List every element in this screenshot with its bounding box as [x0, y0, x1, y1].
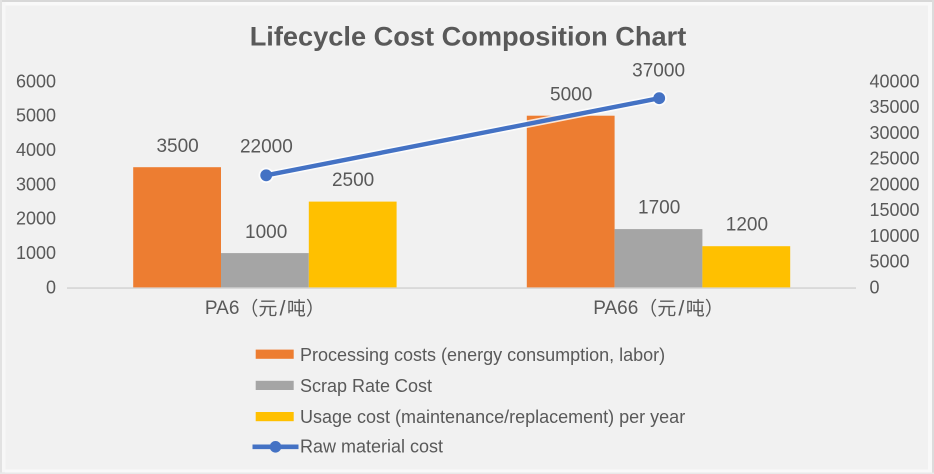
svg-text:6000: 6000: [16, 71, 56, 91]
svg-text:/: /: [678, 296, 684, 320]
svg-text:3500: 3500: [156, 136, 198, 157]
svg-text:15000: 15000: [870, 200, 920, 220]
svg-text:10000: 10000: [870, 226, 920, 246]
svg-text:40000: 40000: [870, 71, 920, 91]
svg-text:PA66: PA66: [593, 298, 638, 319]
svg-text:37000: 37000: [632, 61, 685, 82]
svg-text:30000: 30000: [870, 123, 920, 143]
svg-text:3000: 3000: [16, 174, 56, 194]
svg-text:5000: 5000: [870, 252, 910, 272]
svg-text:1700: 1700: [638, 197, 680, 218]
svg-text:Scrap Rate Cost: Scrap Rate Cost: [300, 376, 432, 396]
svg-text:2500: 2500: [332, 170, 374, 191]
svg-text:1200: 1200: [726, 215, 768, 236]
svg-text:4000: 4000: [16, 140, 56, 160]
svg-text:1000: 1000: [245, 222, 287, 243]
svg-text:35000: 35000: [870, 97, 920, 117]
svg-text:25000: 25000: [870, 149, 920, 169]
svg-text:0: 0: [46, 277, 56, 297]
svg-text:Lifecycle Cost Composition Cha: Lifecycle Cost Composition Chart: [250, 21, 687, 52]
svg-text:20000: 20000: [870, 174, 920, 194]
svg-text:PA6: PA6: [205, 298, 240, 319]
svg-text:Raw material cost: Raw material cost: [300, 437, 443, 457]
svg-text:5000: 5000: [550, 84, 592, 105]
svg-text:22000: 22000: [240, 137, 293, 158]
svg-text:Usage cost (maintenance/replac: Usage cost (maintenance/replacement) per…: [300, 407, 685, 427]
svg-text:1000: 1000: [16, 243, 56, 263]
svg-text:/: /: [280, 296, 286, 320]
svg-text:2000: 2000: [16, 209, 56, 229]
svg-text:Processing costs (energy consu: Processing costs (energy consumption, la…: [300, 345, 665, 365]
svg-text:0: 0: [870, 277, 880, 297]
svg-text:5000: 5000: [16, 106, 56, 126]
